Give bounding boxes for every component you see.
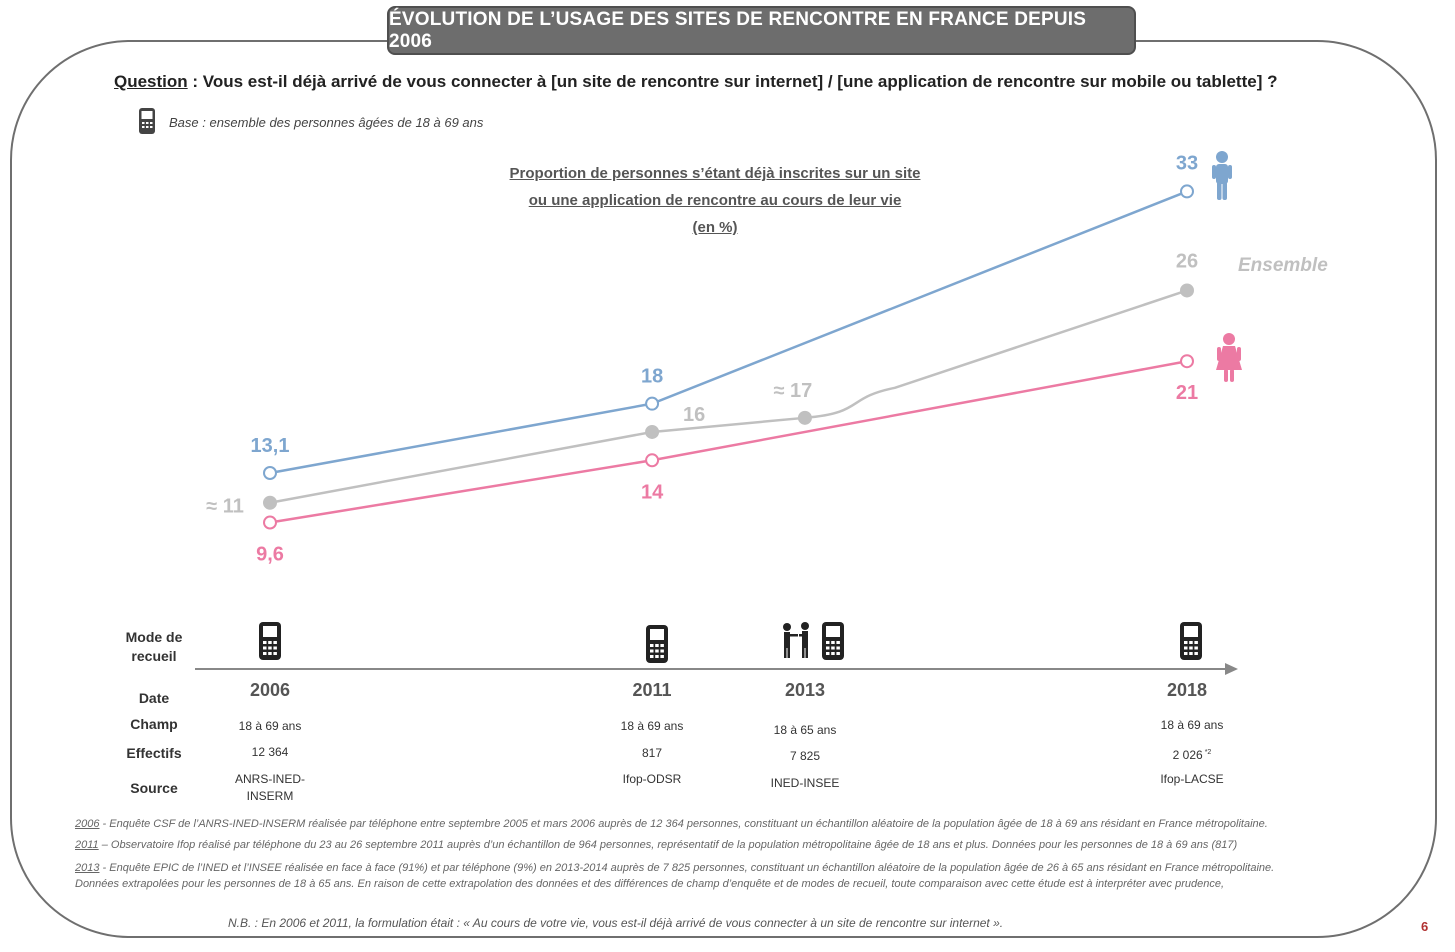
data-point-hommes-2018 <box>1180 184 1194 199</box>
champ-2011: 18 à 69 ans <box>620 719 684 733</box>
source-2018: Ifop-LACSE <box>1160 772 1224 786</box>
footnote-text: - Enquête CSF de l’ANRS-INED-INSERM réal… <box>99 818 1268 830</box>
footnote-text: – Observatoire Ifop réalisé par téléphon… <box>98 839 1238 851</box>
chart-title-line-1: Proportion de personnes s’étant déjà ins… <box>509 165 921 182</box>
footnote-text: Données extrapolées pour les personnes d… <box>75 878 1225 890</box>
row-label-mode: Mode de recueil <box>125 629 183 664</box>
data-point-hommes-2011 <box>645 396 660 411</box>
data-label-ensemble-2013: ≈ 17 <box>774 380 813 402</box>
timeline-arrow-icon <box>1225 663 1238 675</box>
footnote-2013: 2013 - Enquête EPIC de l’INED et l’INSEE… <box>75 860 1274 877</box>
date-2018: 2018 <box>1166 680 1208 700</box>
champ-2018: 18 à 69 ans <box>1160 718 1224 732</box>
effectifs-2006: 12 364 <box>251 745 289 759</box>
mode-2011-phone-icon <box>646 625 668 663</box>
data-label-ensemble-2006: ≈ 11 <box>206 496 244 518</box>
effectifs-2018: 2 026 *2 <box>1122 744 1262 764</box>
data-label-femmes-2006: 9,6 <box>256 544 284 566</box>
series-line-femmes <box>269 359 1188 524</box>
effectifs-2018-value: 2 026 <box>1172 748 1203 762</box>
base-text: Base : ensemble des personnes âgées de 1… <box>169 115 484 130</box>
footnote-2013-cont: Données extrapolées pour les personnes d… <box>75 876 1224 893</box>
data-label-hommes-2006: 13,1 <box>251 435 290 457</box>
chart-title-line-2: ou une application de rencontre au cours… <box>528 192 902 209</box>
footnote-year: 2006 <box>75 818 100 830</box>
question-text: : Vous est-il déjà arrivé de vous connec… <box>187 72 1278 91</box>
effectifs-2011: 817 <box>641 746 663 760</box>
footnote-text: - Enquête EPIC de l’INED et l’INSEE réal… <box>99 862 1275 874</box>
data-point-ensemble-2011 <box>645 424 660 439</box>
footnote-year: 2013 <box>75 862 100 874</box>
source-2011: Ifop-ODSR <box>622 772 682 786</box>
data-point-ensemble-2013 <box>797 410 812 425</box>
data-label-ensemble-2011: 16 <box>683 404 705 426</box>
mode-2013-face-to-face-icon <box>783 622 809 658</box>
effectifs-2013: 7 825 <box>789 749 821 763</box>
phone-icon <box>139 108 155 134</box>
question-label: Question <box>114 72 188 91</box>
date-2011: 2011 <box>632 680 672 700</box>
source-2006: ANRS-INED-INSERM <box>234 772 305 803</box>
source-2013: INED-INSEE <box>770 776 840 790</box>
data-point-ensemble-2018 <box>1180 283 1194 298</box>
data-point-ensemble-2006 <box>263 495 277 510</box>
nb-note: N.B. : En 2006 et 2011, la formulation é… <box>228 916 1004 930</box>
row-label-date: Date <box>138 690 170 706</box>
data-label-femmes-2011: 14 <box>641 481 664 503</box>
data-label-hommes-2018: 33 <box>1176 152 1198 174</box>
row-label-effectifs: Effectifs <box>126 745 182 761</box>
data-point-femmes-2006 <box>263 515 277 530</box>
chart-title-line-3: (en %) <box>692 219 738 236</box>
mode-2013-phone-icon <box>822 622 844 660</box>
champ-2006: 18 à 69 ans <box>238 719 302 733</box>
mode-2018-phone-icon <box>1180 622 1202 660</box>
footnote-2011: 2011 – Observatoire Ifop réalisé par tél… <box>75 837 1237 854</box>
series-line-ensemble <box>269 289 1188 504</box>
data-point-femmes-2018 <box>1180 354 1194 369</box>
chart-title: Proportion de personnes s’étant déjà ins… <box>440 160 990 241</box>
data-label-femmes-2018: 21 <box>1176 382 1198 404</box>
effectifs-2018-note: *2 <box>1204 749 1212 756</box>
data-point-hommes-2006 <box>263 466 277 480</box>
row-label-champ: Champ <box>130 716 178 732</box>
question: Question : Vous est-il déjà arrivé de vo… <box>114 72 1277 92</box>
data-point-femmes-2011 <box>645 453 660 468</box>
legend-ensemble: Ensemble <box>1238 255 1328 276</box>
page-number: 6 <box>1421 919 1429 934</box>
champ-2013: 18 à 65 ans <box>773 723 837 737</box>
footnote-year: 2011 <box>75 839 99 851</box>
data-label-ensemble-2018: 26 <box>1176 250 1198 272</box>
series-line-hommes <box>269 190 1188 475</box>
footnote-2006: 2006 - Enquête CSF de l’ANRS-INED-INSERM… <box>75 816 1268 833</box>
mode-2006-phone-icon <box>259 622 281 660</box>
data-label-hommes-2011: 18 <box>641 366 663 388</box>
male-icon <box>1212 151 1232 200</box>
date-2006: 2006 <box>249 680 291 700</box>
date-2013: 2013 <box>784 680 826 700</box>
female-icon <box>1216 333 1242 382</box>
row-label-source: Source <box>130 780 178 796</box>
page-title: ÉVOLUTION DE L’USAGE DES SITES DE RENCON… <box>387 6 1136 55</box>
